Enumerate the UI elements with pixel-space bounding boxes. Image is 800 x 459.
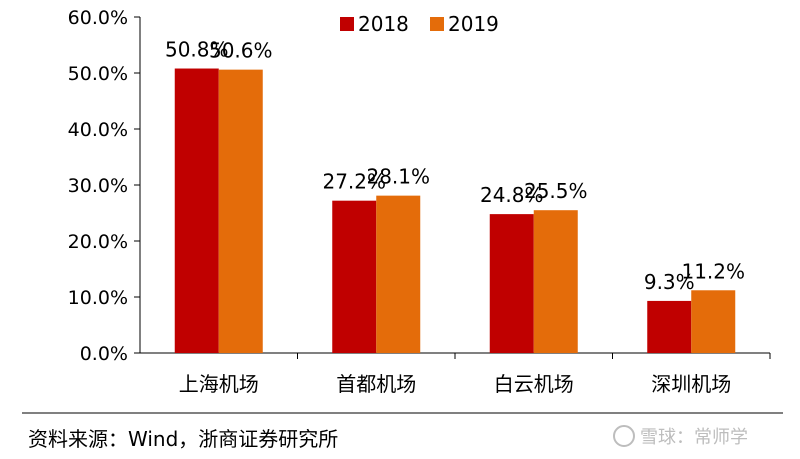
bar-2019-3 <box>691 290 736 353</box>
category-label: 白云机场 <box>494 372 574 396</box>
bar-2018-3 <box>647 300 692 353</box>
data-label-2018-0: 50.8% <box>165 38 229 62</box>
legend-label-2019: 2019 <box>448 12 499 36</box>
y-tick-label: 20.0% <box>68 231 128 253</box>
bar-2019-1 <box>376 195 421 353</box>
legend-swatch-2019 <box>430 17 444 31</box>
source-note: 资料来源：Wind，浙商证券研究所 <box>28 427 338 451</box>
bar-2018-1 <box>332 200 377 353</box>
y-tick-label: 50.0% <box>68 63 128 85</box>
bar-2018-2 <box>489 214 534 353</box>
category-label: 上海机场 <box>179 372 259 396</box>
y-tick-label: 30.0% <box>68 175 128 197</box>
category-label: 首都机场 <box>336 372 416 396</box>
data-label-2018-3: 9.3% <box>644 270 695 294</box>
category-label: 深圳机场 <box>651 372 731 396</box>
bar-series: 50.8%50.6% 27.2%28.1% 24.8%25.5% 9.3%11.2% <box>165 38 745 354</box>
data-label-2019-1: 28.1% <box>366 165 430 189</box>
legend: 2018 2019 <box>340 12 499 36</box>
watermark: 雪球：常师学 <box>613 425 748 448</box>
data-label-2018-2: 24.8% <box>480 183 544 207</box>
y-tick-label: 60.0% <box>68 7 128 29</box>
data-label-2019-2: 25.5% <box>524 179 588 203</box>
x-axis-labels: 上海机场 首都机场 白云机场 深圳机场 <box>179 353 771 396</box>
bar-2018-0 <box>174 68 219 354</box>
data-label-2018-1: 27.2% <box>322 170 386 194</box>
legend-label-2018: 2018 <box>358 12 409 36</box>
watermark-text: 雪球：常师学 <box>640 427 748 448</box>
y-axis-ticks: 0.0% 10.0% 20.0% 30.0% 40.0% 50.0% 60.0% <box>68 7 140 365</box>
watermark-logo-icon <box>613 425 635 447</box>
bar-2019-0 <box>218 69 263 353</box>
bar-2019-2 <box>533 210 578 353</box>
y-tick-label: 40.0% <box>68 119 128 141</box>
y-tick-label: 0.0% <box>80 343 128 365</box>
data-label-2019-0: 50.6% <box>209 39 273 63</box>
data-label-2019-3: 11.2% <box>681 259 745 283</box>
legend-swatch-2018 <box>340 17 354 31</box>
y-tick-label: 10.0% <box>68 287 128 309</box>
